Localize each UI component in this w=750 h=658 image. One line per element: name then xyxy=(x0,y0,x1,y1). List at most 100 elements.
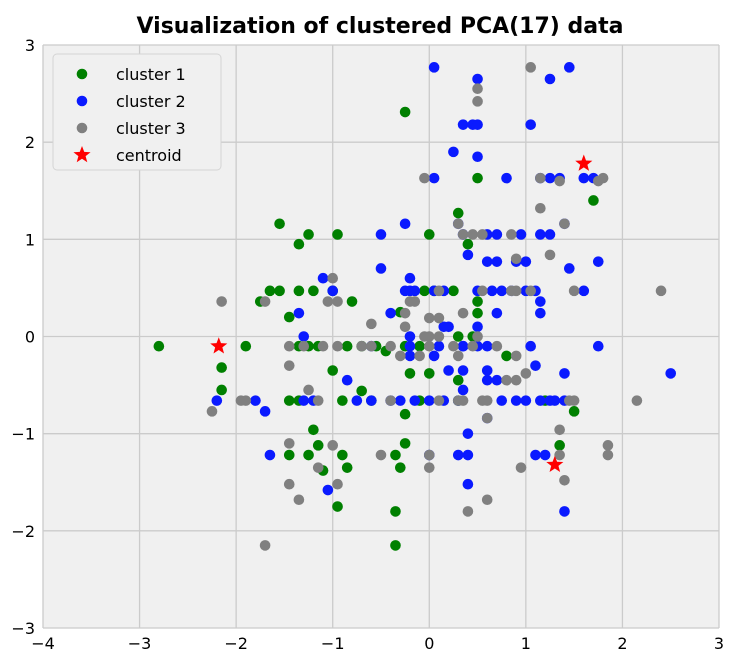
data-point xyxy=(525,340,536,352)
data-point xyxy=(423,449,435,461)
data-point xyxy=(423,462,435,473)
data-point xyxy=(549,395,561,406)
data-point xyxy=(501,172,512,184)
data-point xyxy=(564,62,575,73)
data-point xyxy=(559,368,570,379)
data-point xyxy=(472,151,483,163)
data-point xyxy=(481,340,493,352)
data-point xyxy=(346,296,358,307)
data-point xyxy=(390,540,401,551)
data-point xyxy=(385,395,396,406)
x-tick-label: 0 xyxy=(424,634,434,653)
data-point xyxy=(510,253,522,265)
data-point xyxy=(472,307,483,319)
centroid-marker xyxy=(575,154,593,171)
data-point xyxy=(293,238,305,250)
x-tick-label: 3 xyxy=(714,634,724,653)
data-point xyxy=(592,256,604,267)
data-point xyxy=(395,462,406,473)
data-point xyxy=(472,96,483,107)
data-point xyxy=(390,506,401,517)
data-point xyxy=(452,374,464,386)
y-tick-label: 2 xyxy=(25,133,35,152)
data-point xyxy=(264,285,276,297)
data-point xyxy=(448,146,459,158)
data-point xyxy=(544,73,556,85)
legend: cluster 1 cluster 2 cluster 3 centroid xyxy=(52,53,222,171)
x-tick-label: −4 xyxy=(31,634,55,653)
y-tick-label: 1 xyxy=(25,230,35,249)
series-cluster-3 xyxy=(206,62,667,551)
data-point xyxy=(568,285,580,297)
data-point xyxy=(554,440,565,451)
data-point xyxy=(602,449,614,461)
data-point xyxy=(433,312,445,324)
data-point xyxy=(568,395,580,406)
data-point xyxy=(443,365,454,376)
data-point xyxy=(578,285,590,297)
y-axis-ticks: −3 −2 −1 0 1 2 3 xyxy=(11,36,35,638)
data-point xyxy=(385,340,396,352)
data-point xyxy=(375,263,387,274)
data-point xyxy=(399,408,411,420)
data-point xyxy=(332,501,343,512)
data-point xyxy=(452,449,464,461)
data-point xyxy=(283,360,295,371)
data-point xyxy=(457,119,469,130)
data-point xyxy=(559,218,570,230)
data-point xyxy=(366,340,377,352)
data-point xyxy=(477,285,488,297)
data-point xyxy=(448,340,459,352)
data-point xyxy=(390,449,401,461)
data-point xyxy=(366,318,377,330)
data-point xyxy=(481,412,493,424)
data-point xyxy=(404,340,416,352)
data-point xyxy=(501,374,512,386)
data-point xyxy=(216,296,227,307)
data-point xyxy=(283,449,295,461)
legend-label: cluster 3 xyxy=(116,119,186,138)
data-point xyxy=(462,506,474,517)
data-point xyxy=(462,428,474,439)
data-point xyxy=(462,238,474,250)
data-point xyxy=(665,368,677,379)
data-point xyxy=(506,229,517,240)
data-point xyxy=(462,478,474,490)
data-point xyxy=(428,350,440,362)
data-point xyxy=(438,321,450,333)
y-tick-label: −3 xyxy=(11,619,35,638)
series-centroid xyxy=(210,154,593,473)
data-point xyxy=(428,172,440,184)
data-point xyxy=(530,360,541,371)
data-point xyxy=(631,395,643,406)
data-point xyxy=(525,119,536,130)
data-point xyxy=(655,285,667,297)
data-point xyxy=(240,340,252,352)
data-point xyxy=(337,395,348,406)
x-axis-ticks: −4 −3 −2 −1 0 1 2 3 xyxy=(31,634,724,653)
data-point xyxy=(283,438,295,449)
data-point xyxy=(312,462,324,473)
data-point xyxy=(544,172,556,184)
x-tick-label: −2 xyxy=(224,634,248,653)
data-point xyxy=(520,368,532,379)
data-point xyxy=(298,395,310,406)
data-point xyxy=(433,331,445,342)
grid-lines xyxy=(42,44,720,629)
data-point xyxy=(216,384,227,396)
x-tick-label: 1 xyxy=(521,634,531,653)
data-point xyxy=(423,340,435,352)
data-point xyxy=(317,340,329,352)
data-point xyxy=(419,331,430,342)
chart-title: Visualization of clustered PCA(17) data xyxy=(137,14,624,39)
data-point xyxy=(457,307,469,319)
data-point xyxy=(283,311,295,323)
data-point xyxy=(395,395,406,406)
data-point xyxy=(525,62,536,73)
data-point xyxy=(327,440,339,451)
data-point xyxy=(535,307,546,319)
data-points xyxy=(153,62,677,551)
data-point xyxy=(404,368,416,379)
data-point xyxy=(515,462,527,473)
